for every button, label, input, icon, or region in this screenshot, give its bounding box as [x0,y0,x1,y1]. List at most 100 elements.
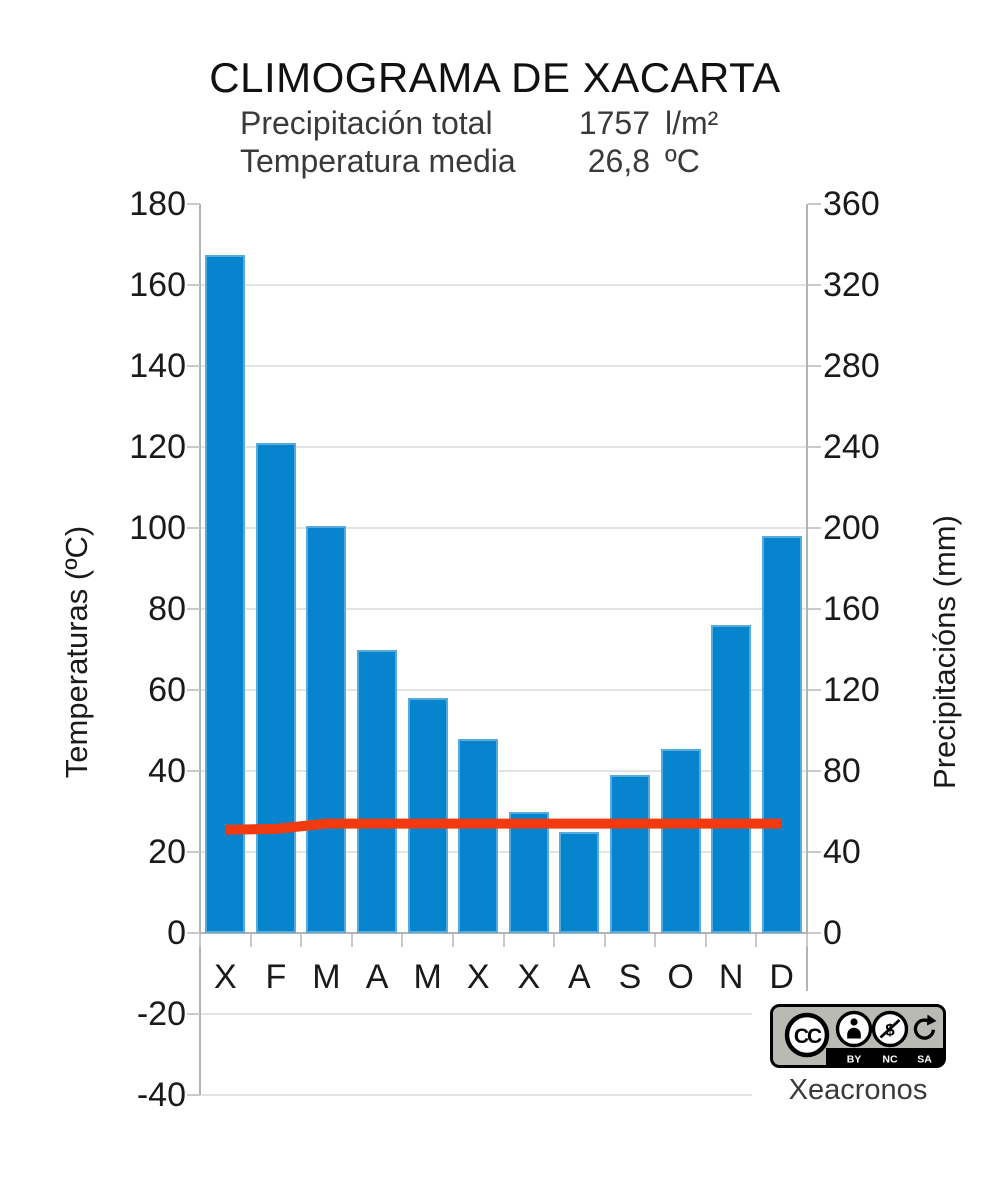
left-axis-tick-label: 180 [129,185,186,223]
left-axis-tick [187,284,200,286]
by-person-icon [835,1010,873,1048]
left-axis-tick [187,770,200,772]
precipitation-total-row: Precipitación total 1757 l/m² [240,104,720,142]
temperature-mean-unit: ºC [665,143,700,179]
precipitation-bar [711,625,752,933]
left-axis-tick-label: 120 [129,428,186,466]
precipitation-bar [306,525,347,933]
right-axis-tick [808,446,821,448]
gridline [200,527,807,529]
left-axis-tick [187,1013,200,1015]
month-label: X [213,958,237,996]
right-axis-tick-label: 0 [823,914,842,952]
x-axis-tick [502,934,505,947]
right-axis-tick [808,770,821,772]
x-axis-tick [806,934,808,947]
precipitation-bar [508,811,549,933]
gridline [200,446,807,448]
precipitation-bar [761,536,802,933]
left-axis-tick [187,446,200,448]
left-axis-tick [187,527,200,529]
left-axis-tick-label: 0 [167,914,186,952]
precipitation-bar [357,649,398,933]
license-credit: CC $ BY NC SA Xeacronos [752,996,964,1110]
right-axis-tick [808,932,821,934]
precipitation-total-value: 1757 [578,105,650,141]
temperature-mean-label: Temperatura media [240,143,516,179]
precipitation-bar [660,748,701,933]
sa-arrow-icon [913,1014,937,1040]
month-label: D [769,958,794,996]
month-label: O [667,958,694,996]
x-axis-tick [755,934,758,947]
month-label: A [568,958,591,996]
gridline [200,1013,807,1015]
x-axis-tick [300,934,303,947]
chart-subtitle: Precipitación total 1757 l/m² Temperatur… [240,104,720,180]
cc-by-nc-sa-badge: CC $ BY NC SA [770,1004,946,1068]
left-axis-tick [187,932,200,934]
author-credit: Xeacronos [788,1074,928,1106]
x-axis-tick [401,934,404,947]
temperature-mean-row: Temperatura media 26,8 ºC [240,142,720,180]
nc-dollar-icon: $ [871,1010,909,1048]
x-axis-baseline [200,932,807,934]
month-label: N [718,958,744,996]
month-label: X [517,958,541,996]
x-axis-tick [553,934,556,947]
chart-title: CLIMOGRAMA DE XACARTA [209,54,781,101]
right-axis-tick-label: 80 [823,752,861,790]
sa-label: SA [917,1054,932,1066]
left-axis-tick [187,1094,200,1096]
precipitation-total-label: Precipitación total [240,105,493,141]
nc-label: NC [882,1054,898,1066]
precipitation-bar [255,442,296,933]
right-axis-tick [808,689,821,691]
left-axis-tick-label: -40 [136,1076,186,1114]
left-axis-tick-label: 40 [148,752,186,790]
gridline [200,608,807,610]
x-axis-tick [654,934,657,947]
right-axis-tick-label: 160 [823,590,880,628]
badge-label-strip [826,1048,945,1067]
month-label: M [413,958,442,996]
right-axis-tick [808,851,821,853]
left-axis-tick [187,608,200,610]
temperature-mean-value: 26,8 [587,143,650,179]
gridline [200,851,807,853]
month-label: X [466,958,490,996]
right-axis-title: Precipitacións (mm) [927,515,962,789]
right-axis-tick-label: 240 [823,428,880,466]
right-axis-tick-label: 120 [823,671,880,709]
precipitation-bar [559,831,600,933]
right-axis-tick-label: 320 [823,266,880,304]
x-axis-tick [704,934,707,947]
gridline [200,284,807,286]
left-axis-tick-label: 60 [148,671,186,709]
right-axis-tick [808,608,821,610]
gridline [200,689,807,691]
gridline [200,770,807,772]
x-axis-tick [350,934,353,947]
left-axis-tick [187,365,200,367]
x-axis-tick [199,934,201,947]
precipitation-bar [205,254,246,933]
x-axis-tick [451,934,454,947]
right-axis-tick [808,527,821,529]
month-label: S [618,958,642,996]
right-axis-tick [808,203,821,205]
precipitation-bar [458,738,499,933]
left-axis-tick-label: 140 [129,347,186,385]
right-axis-line [806,204,808,991]
cc-logo-text: CC [794,1025,822,1048]
right-axis-tick-label: 200 [823,509,880,547]
left-axis-tick-label: 100 [129,509,186,547]
gridline [200,365,807,367]
precipitation-bar [609,775,650,933]
by-label: BY [847,1054,862,1066]
left-axis-tick [187,203,200,205]
month-label: M [312,958,341,996]
left-axis-tick-label: 80 [148,590,186,628]
right-axis-tick-label: 360 [823,185,880,223]
